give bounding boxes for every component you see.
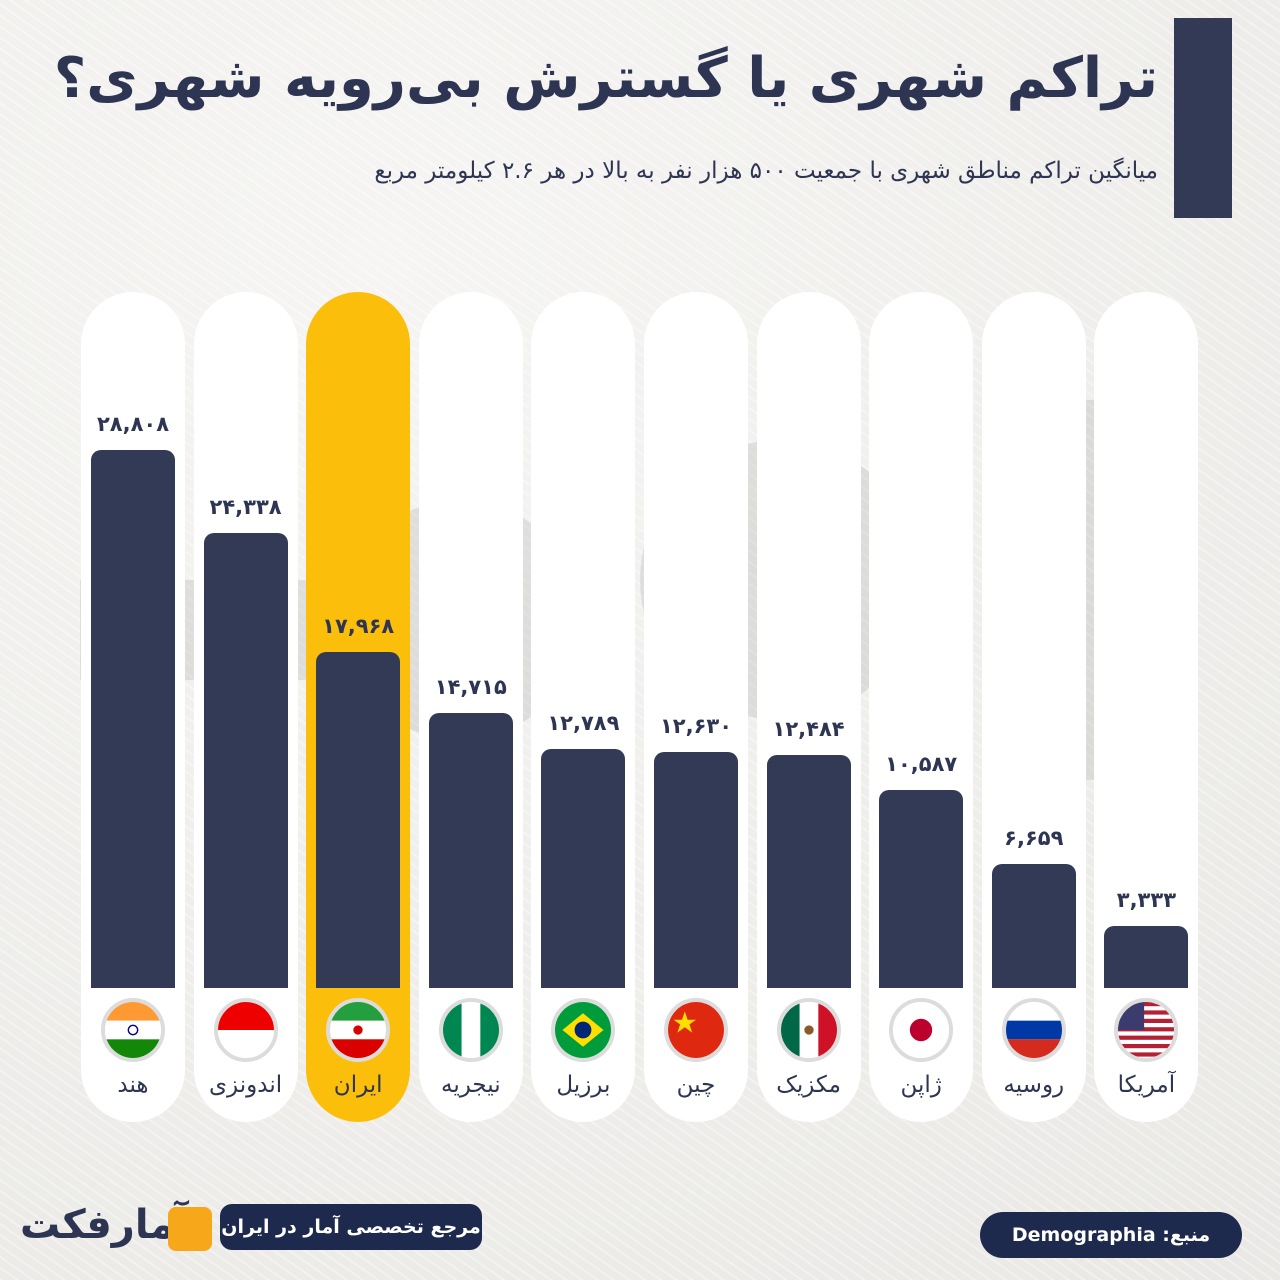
bar-brazil bbox=[541, 749, 626, 988]
chart-column-nigeria: ۱۴,۷۱۵ نیجریه bbox=[418, 292, 523, 1122]
brand-logo: آمارفکت bbox=[20, 1202, 189, 1248]
category-label: ایران bbox=[333, 1072, 383, 1098]
chart-column-brazil: ۱۲,۷۸۹ برزیل bbox=[531, 292, 636, 1122]
data-label: ۱۰,۵۸۷ bbox=[885, 752, 958, 777]
usa-flag-icon bbox=[1114, 998, 1179, 1062]
data-label: ۶,۶۵۹ bbox=[1004, 825, 1064, 850]
category-label: آمریکا bbox=[1117, 1072, 1176, 1098]
chart-column-russia: ۶,۶۵۹ روسیه bbox=[981, 292, 1086, 1122]
brand-logo-mark-icon bbox=[168, 1207, 212, 1251]
category-label: برزیل bbox=[556, 1072, 611, 1098]
chart-column-indonesia: ۲۴,۳۳۸ اندونزی bbox=[193, 292, 298, 1122]
chart-column-usa: ۳,۳۳۳ آمریکا bbox=[1094, 292, 1199, 1122]
iran-flag-icon bbox=[326, 998, 391, 1062]
data-label: ۱۴,۷۱۵ bbox=[434, 675, 507, 700]
china-flag-icon bbox=[664, 998, 728, 1062]
watermark-logo bbox=[80, 400, 1180, 780]
mexico-flag-icon bbox=[776, 998, 841, 1062]
data-label: ۱۷,۹۶۸ bbox=[322, 614, 395, 639]
brazil-flag-icon bbox=[551, 998, 616, 1062]
bar-japan bbox=[879, 790, 964, 988]
category-label: اندونزی bbox=[209, 1072, 283, 1098]
bar-mexico bbox=[766, 754, 851, 988]
data-label: ۲۴,۳۳۸ bbox=[209, 495, 282, 520]
bar-nigeria bbox=[428, 713, 513, 988]
data-label: ۱۲,۴۸۴ bbox=[772, 716, 845, 741]
chart-title: تراکم شهری یا گسترش بی‌رویه شهری؟ bbox=[53, 46, 1158, 111]
category-label: روسیه bbox=[1003, 1072, 1065, 1098]
chart-column-iran: ۱۷,۹۶۸ ایران bbox=[306, 292, 411, 1122]
chart-column-mexico: ۱۲,۴۸۴ مکزیک bbox=[756, 292, 861, 1122]
data-label: ۱۲,۶۳۰ bbox=[659, 714, 733, 739]
data-label: ۱۲,۷۸۹ bbox=[547, 711, 620, 736]
chart-column-china: ۱۲,۶۳۰ چین bbox=[644, 292, 748, 1122]
category-label: مکزیک bbox=[776, 1072, 841, 1098]
bar-indonesia bbox=[203, 533, 288, 988]
category-label: نیجریه bbox=[440, 1072, 501, 1098]
russia-flag-icon bbox=[1001, 998, 1066, 1062]
bar-china bbox=[654, 752, 738, 988]
nigeria-flag-icon bbox=[438, 998, 503, 1062]
source-badge: منبع: Demographia bbox=[980, 1212, 1242, 1258]
japan-flag-icon bbox=[889, 998, 954, 1062]
accent-bar bbox=[1174, 18, 1232, 218]
india-flag-icon bbox=[101, 998, 165, 1062]
chart-subtitle: میانگین تراکم مناطق شهری با جمعیت ۵۰۰ هز… bbox=[374, 158, 1158, 184]
chart-column-japan: ۱۰,۵۸۷ ژاپن bbox=[869, 292, 974, 1122]
chart-column-india: ۲۸,۸۰۸ هند bbox=[81, 292, 185, 1122]
tagline-badge: مرجع تخصصی آمار در ایران bbox=[220, 1204, 482, 1250]
data-label: ۳,۳۳۳ bbox=[1116, 887, 1177, 912]
category-label: هند bbox=[117, 1072, 149, 1098]
bar-india bbox=[91, 450, 175, 988]
data-label: ۲۸,۸۰۸ bbox=[96, 412, 170, 436]
bar-usa bbox=[1104, 925, 1189, 988]
bar-iran bbox=[316, 652, 401, 988]
bar-russia bbox=[991, 863, 1076, 988]
category-label: چین bbox=[676, 1072, 716, 1098]
category-label: ژاپن bbox=[900, 1072, 942, 1098]
indonesia-flag-icon bbox=[213, 998, 278, 1062]
